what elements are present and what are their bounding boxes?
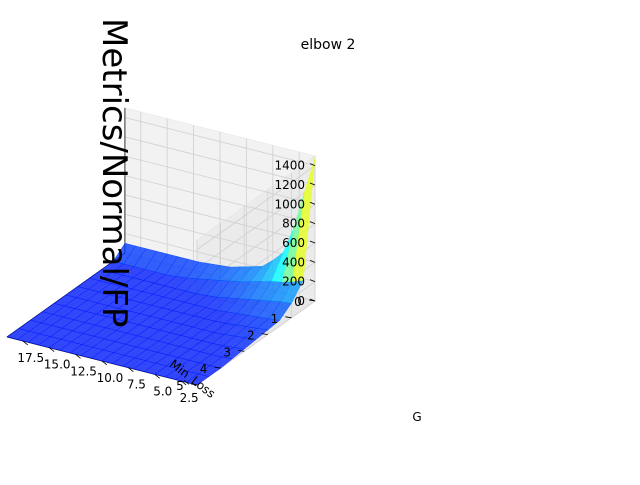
y-tick-label: 0 xyxy=(294,295,302,309)
x-tick-label: 5.0 xyxy=(153,384,172,398)
grid-line-z xyxy=(196,184,316,270)
z-tick-mark xyxy=(309,298,316,302)
z-tick-label: 1000 xyxy=(274,197,305,211)
x-tick-label: 7.5 xyxy=(127,378,146,392)
grid-line-z xyxy=(124,175,316,225)
grid-line-z xyxy=(124,155,316,205)
z-axis-label: Metrics/Normal/FP xyxy=(94,18,134,327)
y-tick-label: 5 xyxy=(176,379,184,393)
z-tick-mark xyxy=(309,201,316,205)
z-tick-mark xyxy=(309,182,316,186)
y-tick-mark xyxy=(285,316,292,319)
y-tick-label: 2 xyxy=(247,329,255,343)
grid-line-z xyxy=(124,194,316,244)
z-tick-label: 1400 xyxy=(274,159,305,173)
grid-line-z xyxy=(124,136,316,186)
x-tick-mark xyxy=(128,367,134,372)
y-tick-label: 4 xyxy=(200,362,208,376)
x-tick-mark xyxy=(180,380,187,386)
y-tick-mark xyxy=(214,366,221,369)
z-tick-mark xyxy=(309,259,316,263)
z-tick-label: 400 xyxy=(282,255,305,269)
y-tick-mark xyxy=(261,333,268,335)
z-tick-mark xyxy=(309,163,316,166)
z-tick-label: 1200 xyxy=(274,178,305,192)
y-tick-mark xyxy=(238,350,245,352)
x-tick-label: 2.5 xyxy=(180,391,199,405)
x-tick-label: 12.5 xyxy=(70,364,97,378)
z-tick-mark xyxy=(309,279,316,283)
surface-facet xyxy=(292,157,316,282)
z-tick-label: 200 xyxy=(282,275,305,289)
x-axis-label: G xyxy=(412,410,421,424)
y-tick-label: 1 xyxy=(271,312,279,326)
x-tick-mark xyxy=(48,347,55,352)
z-tick-label: 0 xyxy=(297,294,305,308)
x-tick-label: 10.0 xyxy=(97,371,124,385)
z-tick-label: 800 xyxy=(282,217,305,231)
z-tick-mark xyxy=(309,240,316,244)
z-tick-mark xyxy=(309,221,316,225)
surface-mesh xyxy=(6,157,316,386)
chart-title: elbow 2 xyxy=(301,37,356,53)
grid-line-z xyxy=(124,117,316,167)
x-tick-mark xyxy=(75,353,81,359)
x-tick-label: 15.0 xyxy=(44,358,71,372)
y-tick-mark xyxy=(190,383,198,386)
grid-line-z xyxy=(196,165,316,250)
tick-labels: 2.55.07.510.012.515.017.5012345020040060… xyxy=(17,159,316,405)
x-tick-label: 17.5 xyxy=(17,351,44,365)
x-tick-mark xyxy=(22,340,29,346)
x-tick-mark xyxy=(154,374,161,379)
x-tick-mark xyxy=(101,360,108,366)
y-tick-label: 3 xyxy=(223,345,231,359)
z-tick-label: 600 xyxy=(282,236,305,250)
